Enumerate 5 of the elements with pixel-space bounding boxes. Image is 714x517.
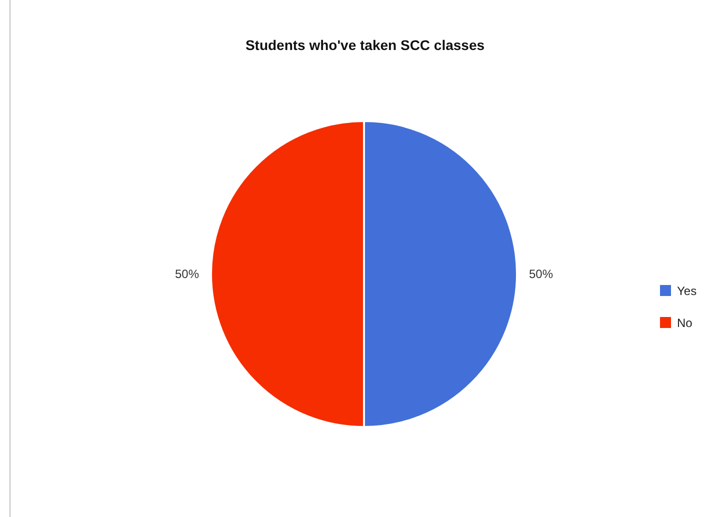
data-label: 50%	[529, 267, 554, 281]
legend-label: No	[677, 316, 693, 330]
data-label: 50%	[174, 267, 200, 281]
legend-label: Yes	[677, 284, 697, 298]
chart-title: Students who've taken SCC classes	[245, 37, 485, 53]
